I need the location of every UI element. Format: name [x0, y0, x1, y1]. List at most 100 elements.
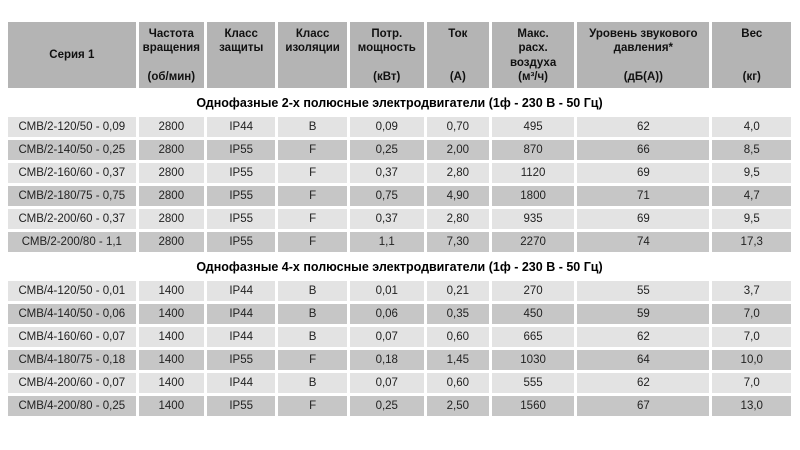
value-cell: 64 [577, 350, 710, 370]
value-cell: 495 [491, 117, 575, 137]
value-cell: IP55 [206, 209, 276, 229]
value-cell: IP55 [206, 140, 276, 160]
value-cell: 1400 [138, 281, 204, 301]
value-cell: 2,80 [426, 163, 489, 183]
value-cell: 0,07 [349, 373, 424, 393]
value-cell: 69 [577, 163, 710, 183]
value-cell: 2800 [138, 140, 204, 160]
value-cell: 0,18 [349, 350, 424, 370]
value-cell: 55 [577, 281, 710, 301]
model-cell: СМВ/2-140/50 - 0,25 [8, 140, 136, 160]
value-cell: 1800 [491, 186, 575, 206]
value-cell: 1400 [138, 396, 204, 416]
value-cell: F [278, 186, 347, 206]
value-cell: B [278, 281, 347, 301]
value-cell: 1030 [491, 350, 575, 370]
model-cell: СМВ/2-200/80 - 1,1 [8, 232, 136, 252]
value-cell: 0,60 [426, 373, 489, 393]
value-cell: 62 [577, 373, 710, 393]
value-cell: 2800 [138, 186, 204, 206]
table-row: СМВ/2-160/60 - 0,37 2800 IP55 F 0,37 2,80 1120… [8, 163, 791, 183]
value-cell: 4,90 [426, 186, 489, 206]
value-cell: 935 [491, 209, 575, 229]
value-cell: 1,1 [349, 232, 424, 252]
value-cell: 0,35 [426, 304, 489, 324]
value-cell: 0,21 [426, 281, 489, 301]
value-cell: 2800 [138, 117, 204, 137]
table-body: Однофазные 2-х полюсные электродвигатели… [8, 91, 791, 416]
table-row: СМВ/4-140/50 - 0,06 1400 IP44 B 0,06 0,35 450 5… [8, 304, 791, 324]
value-cell: 665 [491, 327, 575, 347]
table-row: СМВ/2-120/50 - 0,09 2800 IP44 B 0,09 0,70 495 6… [8, 117, 791, 137]
value-cell: 555 [491, 373, 575, 393]
column-header-sound-level: Уровень звукового давления* (дБ(А)) [577, 22, 710, 88]
column-header-series: Серия 1 [8, 22, 136, 88]
value-cell: 870 [491, 140, 575, 160]
value-cell: 2270 [491, 232, 575, 252]
value-cell: IP44 [206, 281, 276, 301]
table-row: СМВ/2-180/75 - 0,75 2800 IP55 F 0,75 4,90 1800… [8, 186, 791, 206]
column-header-protection-class: Класс защиты [206, 22, 276, 88]
value-cell: 1400 [138, 304, 204, 324]
model-cell: СМВ/4-140/50 - 0,06 [8, 304, 136, 324]
section-title: Однофазные 2-х полюсные электродвигатели… [8, 91, 791, 114]
value-cell: 7,30 [426, 232, 489, 252]
value-cell: IP44 [206, 373, 276, 393]
value-cell: 4,0 [712, 117, 791, 137]
table-row: СМВ/2-200/80 - 1,1 2800 IP55 F 1,1 7,30 2270 74… [8, 232, 791, 252]
column-unit: (дБ(А)) [623, 71, 663, 84]
value-cell: B [278, 373, 347, 393]
value-cell: 59 [577, 304, 710, 324]
value-cell: IP55 [206, 232, 276, 252]
value-cell: 1400 [138, 327, 204, 347]
column-unit: (кВт) [373, 71, 401, 84]
column-unit: (кг) [742, 71, 761, 84]
value-cell: 2,00 [426, 140, 489, 160]
model-cell: СМВ/4-120/50 - 0,01 [8, 281, 136, 301]
column-header-airflow: Макс. расх. воздуха (м³/ч) [491, 22, 575, 88]
motor-spec-table: Серия 1 Частота вращения (об/мин) Класс … [5, 19, 794, 419]
table-row: СМВ/2-140/50 - 0,25 2800 IP55 F 0,25 2,00 870 6… [8, 140, 791, 160]
value-cell: 0,37 [349, 163, 424, 183]
value-cell: 2,50 [426, 396, 489, 416]
value-cell: B [278, 117, 347, 137]
column-label: Уровень звукового давления* [589, 28, 698, 55]
value-cell: 13,0 [712, 396, 791, 416]
value-cell: 2,80 [426, 209, 489, 229]
value-cell: 3,7 [712, 281, 791, 301]
table-row: СМВ/4-200/80 - 0,25 1400 IP55 F 0,25 2,50 1560… [8, 396, 791, 416]
value-cell: F [278, 163, 347, 183]
value-cell: IP55 [206, 186, 276, 206]
table-row: СМВ/4-120/50 - 0,01 1400 IP44 B 0,01 0,21 270 5… [8, 281, 791, 301]
value-cell: 450 [491, 304, 575, 324]
value-cell: IP55 [206, 350, 276, 370]
table-row: СМВ/4-160/60 - 0,07 1400 IP44 B 0,07 0,60 665 6… [8, 327, 791, 347]
value-cell: 270 [491, 281, 575, 301]
value-cell: 10,0 [712, 350, 791, 370]
column-header-insulation-class: Класс изоляции [278, 22, 347, 88]
value-cell: 0,25 [349, 396, 424, 416]
column-label: Класс изоляции [285, 28, 340, 55]
model-cell: СМВ/2-200/60 - 0,37 [8, 209, 136, 229]
column-label: Вес [741, 28, 763, 40]
value-cell: 2800 [138, 209, 204, 229]
table-row: СМВ/2-200/60 - 0,37 2800 IP55 F 0,37 2,80 935 6… [8, 209, 791, 229]
value-cell: 67 [577, 396, 710, 416]
table-header: Серия 1 Частота вращения (об/мин) Класс … [8, 22, 791, 88]
column-label: Макс. расх. воздуха [509, 28, 557, 69]
value-cell: 0,70 [426, 117, 489, 137]
value-cell: 4,7 [712, 186, 791, 206]
model-cell: СМВ/4-180/75 - 0,18 [8, 350, 136, 370]
value-cell: F [278, 140, 347, 160]
value-cell: 0,60 [426, 327, 489, 347]
value-cell: 17,3 [712, 232, 791, 252]
table-row: СМВ/4-200/60 - 0,07 1400 IP44 B 0,07 0,60 555 6… [8, 373, 791, 393]
value-cell: IP44 [206, 117, 276, 137]
value-cell: 71 [577, 186, 710, 206]
column-header-weight: Вес (кг) [712, 22, 791, 88]
value-cell: 0,07 [349, 327, 424, 347]
value-cell: 2800 [138, 163, 204, 183]
value-cell: IP55 [206, 396, 276, 416]
model-cell: СМВ/2-120/50 - 0,09 [8, 117, 136, 137]
